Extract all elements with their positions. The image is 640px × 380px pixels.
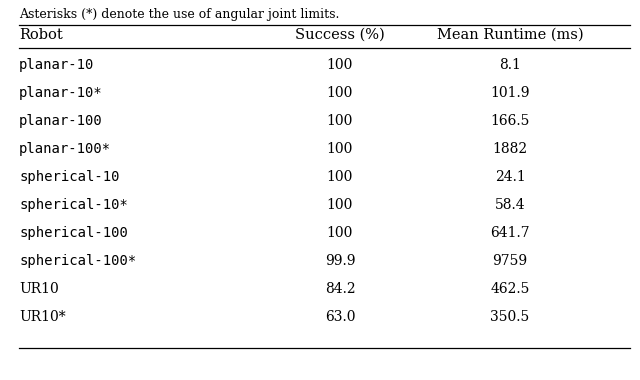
- Text: 350.5: 350.5: [490, 310, 530, 324]
- Text: spherical-100: spherical-100: [19, 226, 128, 240]
- Text: 84.2: 84.2: [324, 282, 355, 296]
- Text: Asterisks (*) denote the use of angular joint limits.: Asterisks (*) denote the use of angular …: [19, 8, 340, 21]
- Text: 100: 100: [327, 142, 353, 156]
- Text: planar-10: planar-10: [19, 58, 95, 72]
- Text: 100: 100: [327, 86, 353, 100]
- Text: 100: 100: [327, 114, 353, 128]
- Text: 462.5: 462.5: [490, 282, 530, 296]
- Text: planar-100: planar-100: [19, 114, 103, 128]
- Text: 63.0: 63.0: [324, 310, 355, 324]
- Text: 641.7: 641.7: [490, 226, 530, 240]
- Text: 99.9: 99.9: [324, 254, 355, 268]
- Text: 1882: 1882: [492, 142, 527, 156]
- Text: Robot: Robot: [19, 28, 63, 42]
- Text: planar-10*: planar-10*: [19, 86, 103, 100]
- Text: 101.9: 101.9: [490, 86, 530, 100]
- Text: UR10: UR10: [19, 282, 59, 296]
- Text: 166.5: 166.5: [490, 114, 530, 128]
- Text: spherical-10*: spherical-10*: [19, 198, 128, 212]
- Text: Success (%): Success (%): [295, 28, 385, 42]
- Text: 100: 100: [327, 170, 353, 184]
- Text: 100: 100: [327, 198, 353, 212]
- Text: planar-100*: planar-100*: [19, 142, 111, 156]
- Text: spherical-100*: spherical-100*: [19, 254, 136, 268]
- Text: 9759: 9759: [492, 254, 527, 268]
- Text: 8.1: 8.1: [499, 58, 521, 72]
- Text: 24.1: 24.1: [495, 170, 525, 184]
- Text: UR10*: UR10*: [19, 310, 66, 324]
- Text: 58.4: 58.4: [495, 198, 525, 212]
- Text: 100: 100: [327, 226, 353, 240]
- Text: spherical-10: spherical-10: [19, 170, 120, 184]
- Text: Mean Runtime (ms): Mean Runtime (ms): [436, 28, 583, 42]
- Text: 100: 100: [327, 58, 353, 72]
